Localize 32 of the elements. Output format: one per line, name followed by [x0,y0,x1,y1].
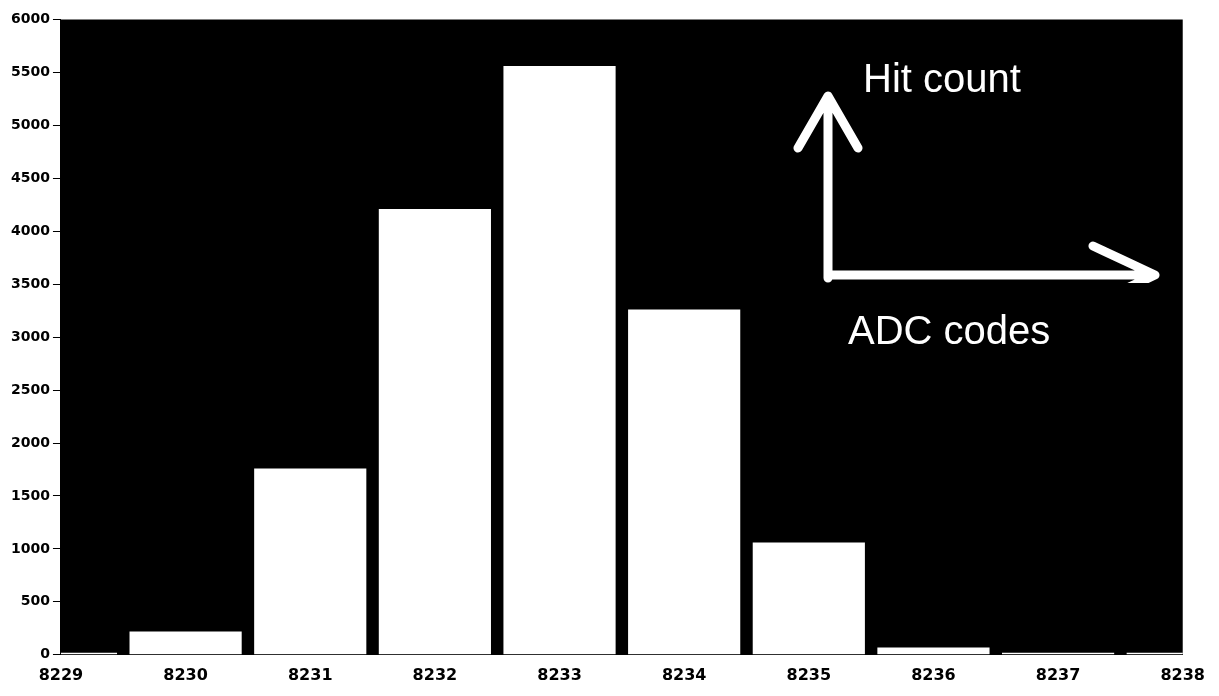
bar [752,542,865,655]
y-tick-label: 3500 [11,274,51,291]
y-tick-label: 5500 [11,62,51,79]
y-tick-label: 5000 [11,115,51,132]
annotation: ADC codes [848,308,1051,353]
y-tick-label: 1500 [11,486,51,503]
y-tick-label: 1000 [11,539,51,556]
x-tick-label: 8236 [911,664,956,684]
bar [877,647,990,655]
y-tick-label: 4500 [11,168,51,185]
y-tick-label: 2000 [11,433,51,450]
x-tick-label: 8231 [287,664,333,684]
y-tick-label: 4000 [11,221,51,238]
bar [254,468,367,655]
x-tick-label: 8230 [163,664,208,684]
y-tick-label: 2500 [11,380,51,397]
y-tick-label: 6000 [11,10,51,27]
bar [129,631,242,655]
x-tick-label: 8235 [786,664,832,684]
x-tick-label: 8237 [1035,664,1081,684]
y-tick-label: 3000 [11,327,51,344]
y-tick-label: 0 [40,645,51,662]
x-tick-label: 8229 [38,664,84,684]
x-tick-label: 8234 [661,664,707,684]
annotation: Hit count [863,56,1021,101]
bar [503,66,616,655]
x-tick-label: 8232 [412,664,458,684]
bar [628,309,741,655]
x-tick-label: 8238 [1160,664,1205,684]
bar [378,208,491,655]
y-tick-label: 500 [20,592,51,609]
x-tick-label: 8233 [537,664,582,684]
